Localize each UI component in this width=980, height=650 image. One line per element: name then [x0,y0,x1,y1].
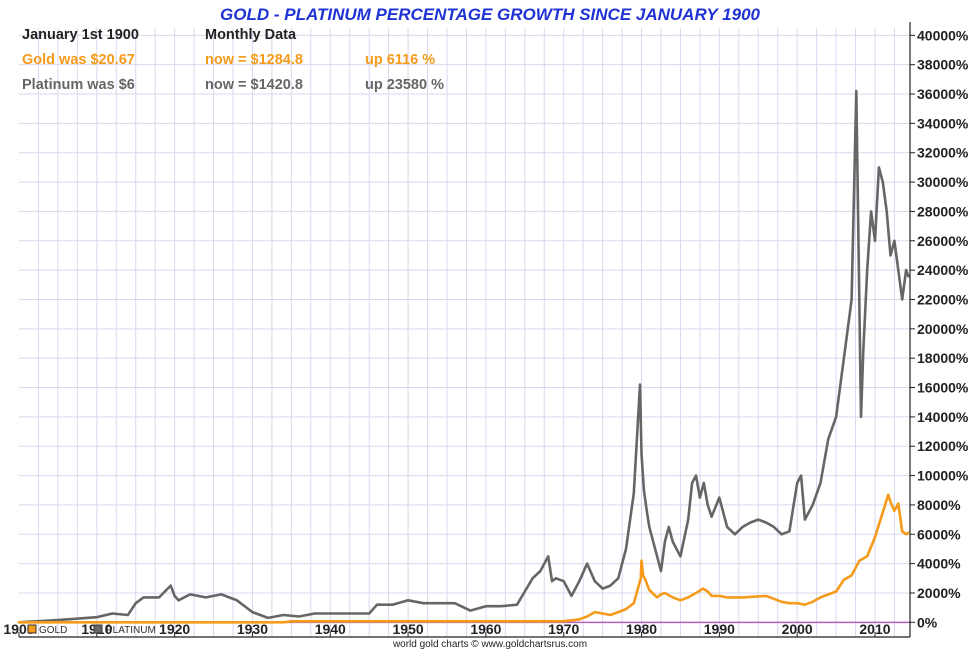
series-line-platinum [17,89,910,624]
legend-gold-label: GOLD [39,625,67,636]
gold-now-label: now = $1284.8 [205,52,303,68]
x-tick-label: 1930 [237,621,268,637]
x-tick-label: 2000 [782,621,813,637]
y-tick-label: 4000% [917,556,961,572]
y-tick-label: 16000% [917,380,969,396]
series-lines [17,89,910,624]
chart-title: GOLD - PLATINUM PERCENTAGE GROWTH SINCE … [220,5,761,24]
y-tick-label: 40000% [917,27,969,43]
platinum-now-label: now = $1420.8 [205,77,303,93]
x-tick-label: 1960 [470,621,501,637]
axes: 0% 2000% 4000% 6000% 8000% 10000% 12000% 14000%… [3,22,969,638]
platinum-up-label: up 23580 % [365,77,444,93]
y-tick-label: 34000% [917,115,969,131]
legend-platinum-label: PLATINUM [106,625,156,636]
x-tick-label: 1940 [315,621,346,637]
x-tick-label: 1970 [548,621,579,637]
legend: GOLD PLATINUM [27,624,156,636]
platinum-was-label: Platinum was $6 [22,77,135,93]
x-tick-label: 1980 [626,621,657,637]
y-tick-label: 12000% [917,438,969,454]
info-date: January 1st 1900 [22,27,139,43]
info-frequency: Monthly Data [205,27,297,43]
legend-platinum-swatch [93,624,103,634]
y-tick-label: 10000% [917,468,969,484]
source-credit: world gold charts © www.goldchartsrus.co… [392,639,587,650]
legend-gold-swatch [27,624,37,634]
x-tick-label: 1920 [159,621,190,637]
y-tick-label: 28000% [917,203,969,219]
gold-was-label: Gold was $20.67 [22,52,135,68]
y-tick-label: 0% [917,614,938,630]
y-tick-label: 20000% [917,321,969,337]
y-tick-label: 24000% [917,262,969,278]
info-header: January 1st 1900 Monthly Data Gold was $… [22,27,444,93]
y-tick-label: 2000% [917,585,961,601]
y-tick-label: 36000% [917,86,969,102]
x-tick-label: 1990 [704,621,735,637]
y-tick-label: 26000% [917,233,969,249]
y-tick-label: 32000% [917,145,969,161]
y-tick-label: 8000% [917,497,961,513]
y-tick-label: 18000% [917,350,969,366]
gold-up-label: up 6116 % [365,52,435,68]
x-tick-label: 1950 [393,621,424,637]
x-tick-label: 2010 [859,621,890,637]
x-tick-label: 1900 [3,621,34,637]
y-tick-label: 30000% [917,174,969,190]
y-tick-label: 22000% [917,291,969,307]
y-tick-label: 14000% [917,409,969,425]
y-tick-label: 38000% [917,57,969,73]
y-tick-label: 6000% [917,526,961,542]
gridlines [19,28,910,637]
series-line-gold [17,493,910,624]
